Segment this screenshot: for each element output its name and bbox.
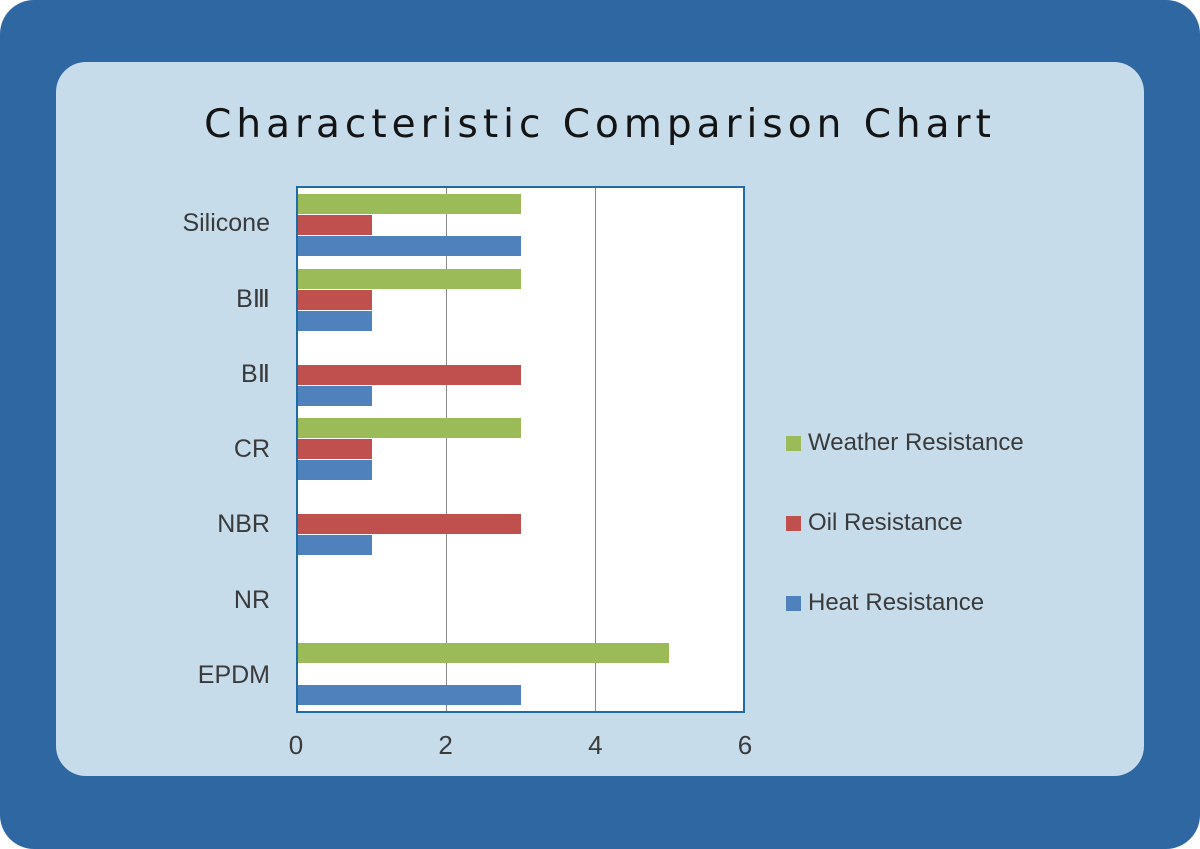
bar-group-Silicone	[298, 188, 743, 263]
bar-BⅡ-oil-resistance	[298, 364, 521, 385]
bar-CR-heat-resistance	[298, 460, 373, 481]
y-label-BⅡ: BⅡ	[241, 360, 270, 389]
chart-panel: Characteristic Comparison Chart Silicone…	[56, 62, 1144, 776]
plot-area	[296, 186, 745, 713]
bar-Silicone-weather-resistance	[298, 194, 521, 215]
bar-group-BⅢ	[298, 263, 743, 338]
bar-NBR-oil-resistance	[298, 514, 521, 535]
bar-EPDM-weather-resistance	[298, 642, 669, 663]
x-tick-2: 2	[438, 730, 453, 760]
legend-swatch-icon	[786, 435, 801, 451]
bar-NBR-heat-resistance	[298, 535, 373, 556]
y-label-Silicone: Silicone	[182, 209, 270, 238]
y-label-NBR: NBR	[217, 510, 270, 539]
y-axis-labels: Silicone BⅢ BⅡ CR NBR NR EPDM	[56, 186, 270, 713]
bar-rows	[298, 188, 743, 711]
legend-item-weather-resistance: Weather Resistance	[786, 428, 1024, 458]
bar-group-CR	[298, 412, 743, 487]
chart-title: Characteristic Comparison Chart	[204, 102, 996, 147]
bar-group-EPDM	[298, 636, 743, 711]
x-axis-labels: 0 2 4 6	[289, 730, 752, 764]
y-label-NR: NR	[233, 585, 270, 614]
bar-Silicone-heat-resistance	[298, 236, 521, 257]
bar-BⅡ-heat-resistance	[298, 385, 373, 406]
legend-label: Heat Resistance	[808, 589, 985, 616]
legend-swatch-icon	[786, 595, 801, 611]
legend-label: Weather Resistance	[808, 429, 1024, 456]
bar-BⅢ-weather-resistance	[298, 269, 521, 290]
legend-item-oil-resistance: Oil Resistance	[786, 508, 1024, 538]
bar-EPDM-heat-resistance	[298, 684, 521, 705]
legend-label: Oil Resistance	[808, 509, 963, 536]
legend: Weather Resistance Oil Resistance Heat Res…	[786, 428, 1024, 668]
gridline-4	[594, 188, 596, 711]
bar-group-NR	[298, 562, 743, 637]
x-tick-4: 4	[588, 730, 603, 760]
bar-CR-oil-resistance	[298, 439, 373, 460]
x-tick-0: 0	[288, 730, 304, 760]
x-tick-6: 6	[737, 730, 753, 760]
bar-group-BⅡ	[298, 337, 743, 412]
bar-group-NBR	[298, 487, 743, 562]
y-label-CR: CR	[233, 434, 270, 463]
y-label-EPDM: EPDM	[197, 660, 270, 689]
bar-BⅢ-oil-resistance	[298, 290, 373, 311]
gridline-2	[446, 188, 448, 711]
y-label-BⅢ: BⅢ	[236, 284, 270, 313]
legend-item-heat-resistance: Heat Resistance	[786, 588, 1024, 618]
bar-Silicone-oil-resistance	[298, 215, 373, 236]
bar-BⅢ-heat-resistance	[298, 311, 373, 332]
bar-CR-weather-resistance	[298, 418, 521, 439]
legend-swatch-icon	[786, 515, 801, 531]
